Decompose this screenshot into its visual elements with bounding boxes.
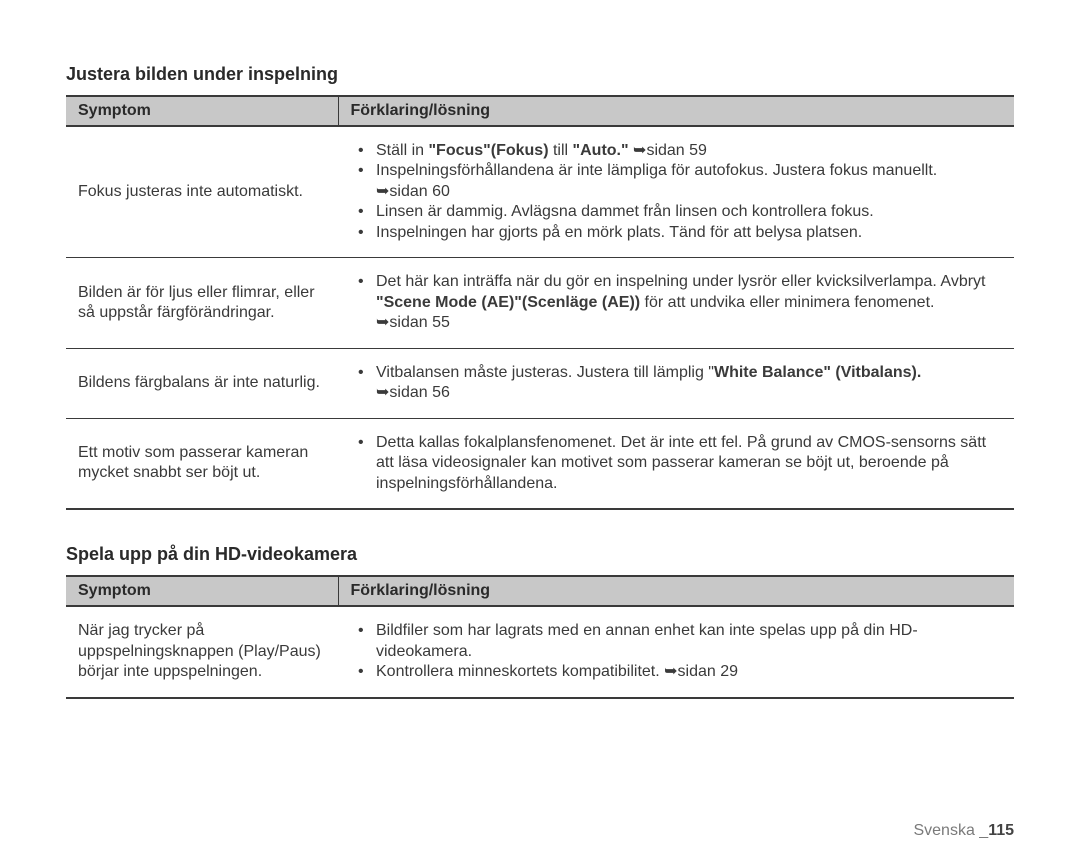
list-item: Inspelningen har gjorts på en mörk plats… [350,223,1004,243]
page-ref-icon: ➥ [376,183,389,200]
explain-cell: Vitbalansen måste justeras. Justera till… [338,348,1014,418]
explain-cell: Bildfiler som har lagrats med en annan e… [338,606,1014,697]
symptom-cell: Ett motiv som passerar kameran mycket sn… [66,418,338,509]
section2-title: Spela upp på din HD-videokamera [66,544,1014,565]
table-row: Fokus justeras inte automatiskt. Ställ i… [66,126,1014,258]
list-item: Inspelningsförhållandena är inte lämplig… [350,161,1004,202]
list-item: Detta kallas fokalplansfenomenet. Det är… [350,433,1004,494]
table-row: Bildens färgbalans är inte naturlig. Vit… [66,348,1014,418]
list-item: Linsen är dammig. Avlägsna dammet från l… [350,202,1004,222]
section1-title: Justera bilden under inspelning [66,64,1014,85]
troubleshoot-table-2: Symptom Förklaring/lösning När jag tryck… [66,575,1014,698]
col-explain: Förklaring/lösning [338,96,1014,126]
page-number: 115 [988,822,1014,839]
col-symptom: Symptom [66,96,338,126]
list-item: Det här kan inträffa när du gör en inspe… [350,272,1004,333]
page-ref-icon: ➥ [664,663,677,680]
symptom-cell: När jag trycker på uppspelningsknappen (… [66,606,338,697]
col-symptom: Symptom [66,576,338,606]
symptom-cell: Bilden är för ljus eller flimrar, eller … [66,258,338,348]
symptom-cell: Fokus justeras inte automatiskt. [66,126,338,258]
footer-language: Svenska [913,822,979,839]
page-ref-icon: ➥ [376,384,389,401]
page-ref-icon: ➥ [376,314,389,331]
col-explain: Förklaring/lösning [338,576,1014,606]
page-footer: Svenska _115 [913,822,1014,840]
table-row: När jag trycker på uppspelningsknappen (… [66,606,1014,697]
table-row: Bilden är för ljus eller flimrar, eller … [66,258,1014,348]
list-item: Ställ in "Focus"(Fokus) till "Auto." ➥si… [350,141,1004,161]
table-row: Ett motiv som passerar kameran mycket sn… [66,418,1014,509]
list-item: Bildfiler som har lagrats med en annan e… [350,621,1004,662]
list-item: Vitbalansen måste justeras. Justera till… [350,363,1004,404]
explain-cell: Det här kan inträffa när du gör en inspe… [338,258,1014,348]
explain-cell: Detta kallas fokalplansfenomenet. Det är… [338,418,1014,509]
troubleshoot-table-1: Symptom Förklaring/lösning Fokus justera… [66,95,1014,510]
list-item: Kontrollera minneskortets kompatibilitet… [350,662,1004,682]
symptom-cell: Bildens färgbalans är inte naturlig. [66,348,338,418]
page-ref-icon: ➥ [633,142,646,159]
explain-cell: Ställ in "Focus"(Fokus) till "Auto." ➥si… [338,126,1014,258]
